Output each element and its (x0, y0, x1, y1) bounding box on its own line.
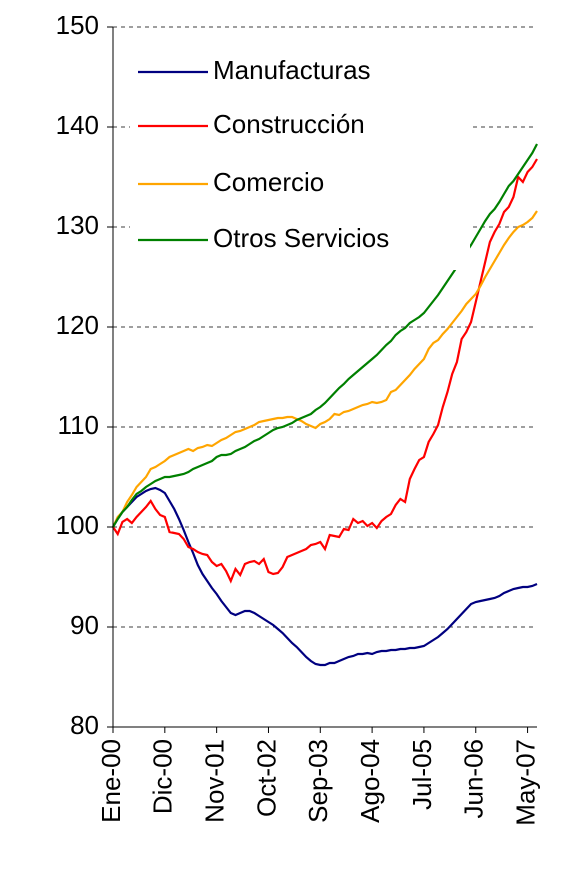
y-tick-label: 90 (70, 610, 99, 640)
y-tick-label: 110 (58, 410, 99, 440)
x-tick-label: Oct-02 (251, 739, 281, 817)
x-tick-label: Sep-03 (303, 739, 333, 823)
x-tick-label: May-07 (510, 739, 540, 826)
series-line (112, 486, 538, 667)
legend-label: Construcción (213, 109, 365, 139)
series-line (112, 158, 538, 584)
x-tick-label: Nov-01 (200, 739, 230, 823)
series-line (112, 210, 538, 528)
y-tick-label: 120 (56, 310, 99, 340)
legend-label: Manufacturas (213, 55, 371, 85)
x-tick-label: Jul-05 (407, 739, 437, 810)
legend-label: Comercio (213, 167, 324, 197)
y-tick-label: 150 (56, 10, 99, 40)
y-tick-label: 140 (56, 110, 99, 140)
x-tick-label: Ago-04 (355, 739, 385, 823)
x-tick-label: Jun-06 (459, 739, 489, 819)
x-tick-label: Ene-00 (96, 739, 126, 823)
x-tick-label: Dic-00 (148, 739, 178, 814)
legend-box (130, 45, 470, 270)
y-tick-label: 100 (56, 510, 99, 540)
y-tick-label: 130 (56, 210, 99, 240)
y-tick-label: 80 (70, 710, 99, 740)
legend-label: Otros Servicios (213, 223, 389, 253)
